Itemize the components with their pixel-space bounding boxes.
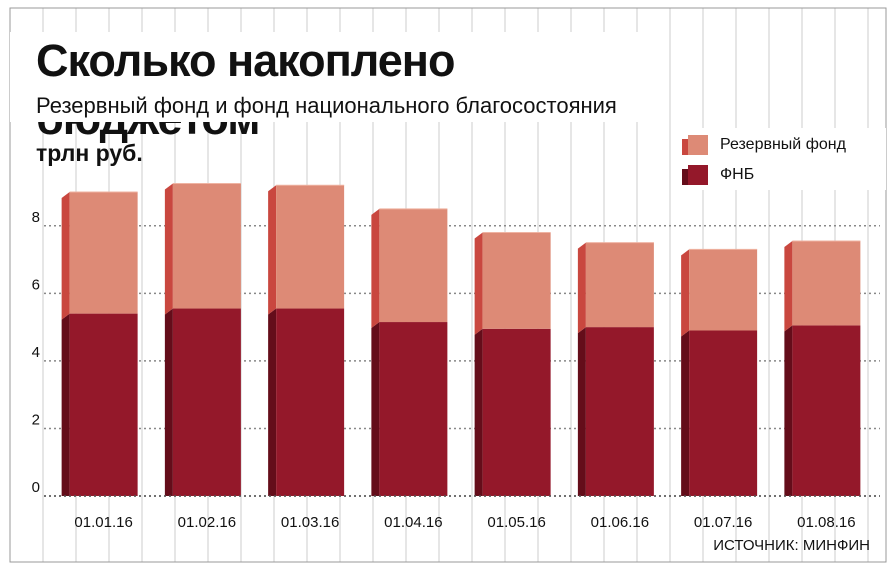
x-tick-label: 01.01.16 (74, 514, 132, 531)
legend-label-nwf: ФНБ (720, 166, 755, 183)
bar-nwf (585, 327, 654, 496)
bar-nwf (792, 325, 861, 496)
bar-side-reserve-fund (61, 192, 70, 320)
y-tick-label: 2 (32, 411, 40, 428)
legend-label-reserve-fund: Резервный фонд (720, 136, 846, 153)
bar-side-nwf (268, 308, 277, 496)
x-tick-label: 01.07.16 (694, 514, 752, 531)
bar-reserve-fund (172, 183, 241, 309)
x-tick-label: 01.06.16 (591, 514, 649, 531)
y-tick-label: 0 (32, 479, 40, 496)
bar-nwf (379, 322, 448, 496)
bar-side-reserve-fund (681, 249, 690, 337)
y-tick-label: 8 (32, 209, 40, 226)
legend-item-reserve-fund: Резервный фонд (682, 134, 846, 156)
bar-side-reserve-fund (474, 232, 483, 335)
bar-reserve-fund (792, 240, 861, 326)
x-tick-label: 01.02.16 (178, 514, 236, 531)
chart-title: Сколько накоплено бюджетом (10, 32, 640, 144)
x-tick-label: 01.04.16 (384, 514, 442, 531)
bar-reserve-fund (276, 185, 345, 309)
legend-swatch-nwf (682, 165, 708, 185)
bar-reserve-fund (585, 242, 654, 328)
bar-nwf (276, 308, 345, 496)
y-axis-unit-label: трлн руб. (36, 140, 143, 166)
bar-side-reserve-fund (371, 208, 380, 329)
source-note: ИСТОЧНИК: МИНФИН (713, 537, 870, 554)
bar-side-nwf (784, 325, 793, 496)
x-tick-label: 01.08.16 (797, 514, 855, 531)
bar-side-nwf (474, 328, 483, 496)
bar-reserve-fund (379, 208, 448, 323)
x-tick-label: 01.03.16 (281, 514, 339, 531)
bar-side-nwf (164, 308, 173, 496)
y-tick-label: 4 (32, 344, 40, 361)
bar-side-nwf (61, 313, 70, 496)
bar-side-reserve-fund (784, 240, 793, 332)
bar-reserve-fund (689, 249, 758, 331)
legend-swatch-reserve-fund (682, 135, 708, 155)
bar-side-nwf (371, 322, 380, 496)
legend: Резервный фонд ФНБ (676, 128, 886, 190)
bar-side-nwf (681, 330, 690, 496)
bar-nwf (482, 328, 551, 496)
bar-nwf (172, 308, 241, 496)
bar-side-nwf (577, 327, 586, 496)
bar-reserve-fund (482, 232, 551, 329)
bar-side-reserve-fund (164, 183, 173, 315)
y-tick-label: 6 (32, 276, 40, 293)
x-tick-label: 01.05.16 (487, 514, 545, 531)
bar-nwf (689, 330, 758, 496)
bar-nwf (69, 313, 138, 496)
chart-subtitle: Резервный фонд и фонд национального благ… (10, 90, 640, 122)
bg-frame (9, 7, 887, 563)
bar-reserve-fund (69, 192, 138, 314)
bar-side-reserve-fund (268, 185, 277, 315)
bar-side-reserve-fund (577, 242, 586, 334)
legend-item-nwf: ФНБ (682, 164, 754, 186)
